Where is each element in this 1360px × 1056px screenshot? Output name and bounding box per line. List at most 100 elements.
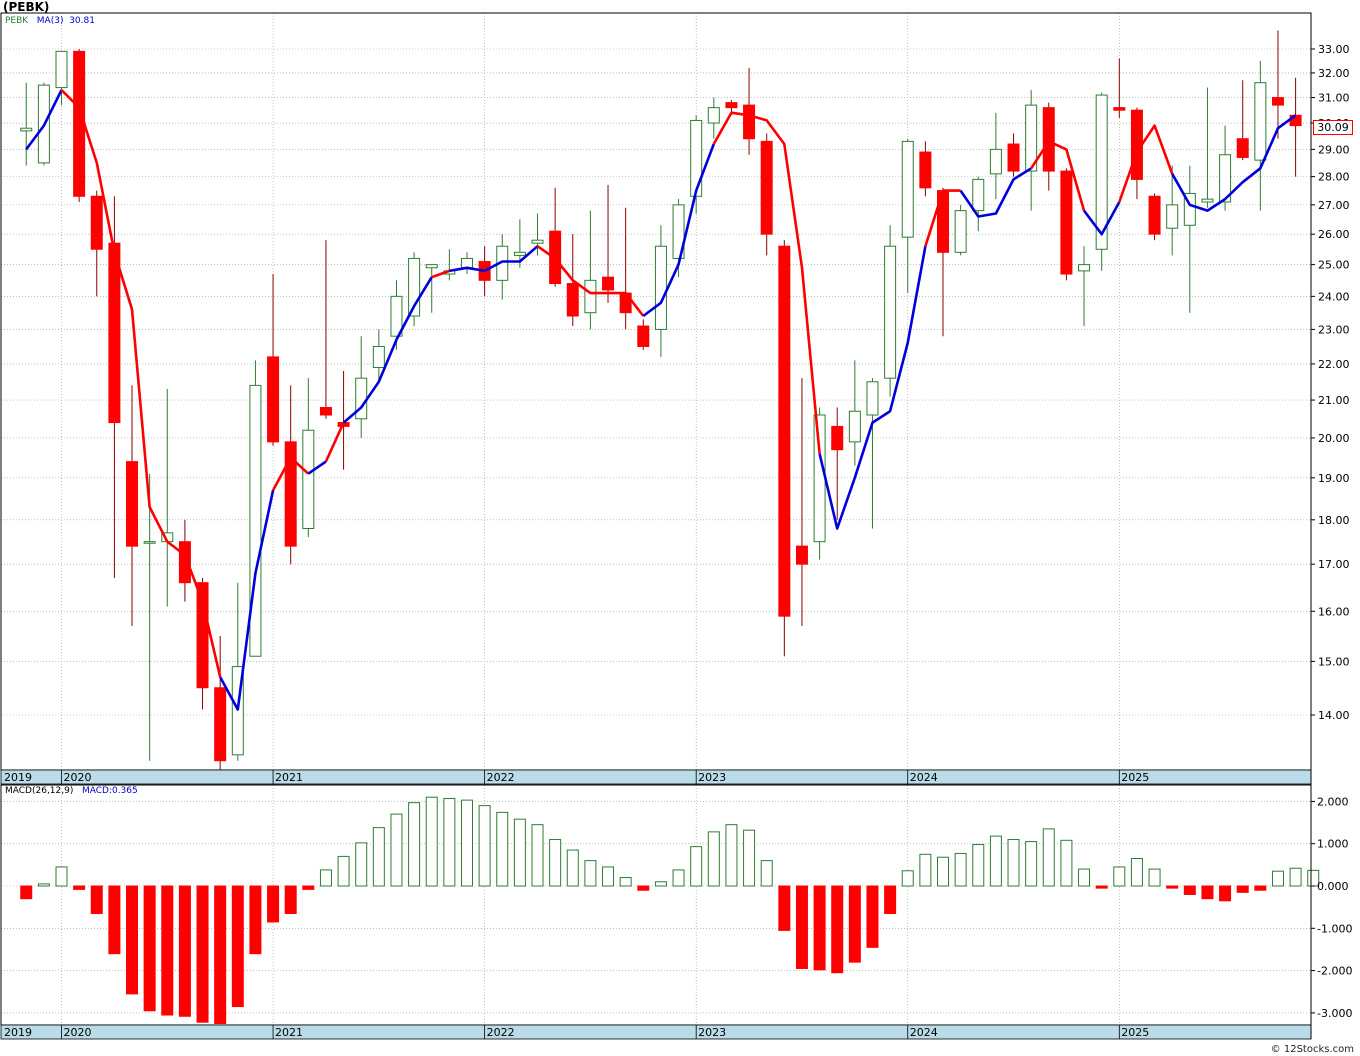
macd-bar-negative [302, 885, 315, 890]
ma-segment [60, 89, 222, 678]
legend-ma-value: 30.81 [69, 16, 95, 26]
ma-segment [271, 456, 310, 491]
candle-down [831, 425, 844, 451]
price-tick-label: 23.00 [1318, 323, 1350, 336]
macd-bar-positive [1025, 841, 1038, 887]
macd-bar-negative [795, 885, 808, 969]
panel-frames: 2019 2020 2021 2022 2023 2024 2025 2019 2020 2021… [0, 12, 1312, 1040]
ma-segment [818, 245, 927, 530]
macd-bar-negative [161, 885, 174, 1016]
ma-segment [536, 245, 645, 317]
x-tick-label: 2022 [487, 771, 515, 784]
candle-up [249, 384, 262, 657]
candle-down [1148, 195, 1161, 235]
macd-bar-positive [725, 824, 738, 887]
macd-date-band [0, 1024, 1312, 1040]
macd-bar-positive [408, 802, 421, 887]
macd-bar-positive [654, 881, 667, 887]
macd-bar-positive [390, 813, 403, 887]
ma-segment [1171, 114, 1297, 212]
ma-segment [342, 276, 433, 424]
candle-down [90, 195, 103, 250]
macd-tick-label: 0.000 [1317, 880, 1349, 893]
candle-up [707, 107, 720, 124]
macd-bar-positive [954, 852, 967, 887]
candle-up [1078, 264, 1091, 272]
ma-segment [1118, 124, 1174, 203]
price-tick-label: 26.00 [1318, 228, 1350, 241]
x-tick-label: 2021 [275, 771, 303, 784]
macd-bar-positive [602, 866, 615, 887]
candle-up [425, 264, 438, 269]
x-tick-label: 2020 [64, 1026, 92, 1039]
ma-segment [712, 111, 821, 454]
macd-bar-positive [743, 829, 756, 887]
macd-bar-positive [1130, 858, 1143, 887]
candle-down [108, 242, 121, 424]
candle-up [302, 429, 315, 529]
x-tick-label: 2022 [487, 1026, 515, 1039]
price-tick-label: 19.00 [1318, 472, 1350, 485]
price-tick-label: 15.00 [1318, 655, 1350, 668]
macd-bar-positive [37, 883, 50, 887]
last-price-badge: 30.09 [1313, 120, 1353, 135]
price-tick-label: 32.00 [1318, 67, 1350, 80]
macd-bar-negative [848, 885, 861, 963]
candle-up [989, 148, 1002, 175]
candle-up [1183, 192, 1196, 226]
macd-bar-negative [1166, 885, 1179, 889]
candle-up [1219, 154, 1232, 203]
macd-bar-positive [337, 855, 350, 887]
candle-down [1271, 97, 1284, 106]
macd-bar-negative [90, 885, 103, 914]
macd-tick-label: -2.000 [1317, 965, 1352, 978]
candle-down [919, 151, 932, 189]
macd-bar-positive [901, 870, 914, 887]
macd-bar-negative [267, 885, 280, 923]
macd-bar-negative [866, 885, 879, 948]
ma-segment [924, 189, 961, 247]
macd-bar-positive [919, 853, 932, 887]
price-tick-label: 31.00 [1318, 92, 1350, 105]
macd-bar-negative [813, 885, 826, 971]
macd-tick-label: -1.000 [1317, 922, 1352, 935]
macd-bar-positive [549, 838, 562, 887]
macd-bar-negative [126, 885, 139, 995]
candle-up [355, 377, 368, 420]
ma-segment [1030, 140, 1086, 211]
macd-legend-label: MACD(26,12,9) [5, 786, 74, 796]
macd-bar-positive [672, 869, 685, 887]
price-candles [20, 30, 1302, 773]
macd-bar-positive [584, 860, 597, 887]
macd-bar-positive [566, 849, 579, 887]
x-tick-label: 2025 [1121, 1026, 1149, 1039]
x-tick-label: 2025 [1121, 771, 1149, 784]
candle-up [143, 541, 156, 544]
candle-up [813, 414, 826, 543]
x-tick-label: 2023 [698, 771, 726, 784]
candle-down [602, 276, 615, 291]
price-tick-label: 22.00 [1318, 358, 1350, 371]
candle-up [954, 210, 967, 253]
ma-segment [219, 489, 275, 711]
macd-bar-positive [1060, 839, 1073, 887]
macd-bar-positive [972, 844, 985, 887]
x-tick-label: 2024 [910, 1026, 938, 1039]
candle-up [884, 245, 897, 379]
price-tick-label: 24.00 [1318, 290, 1350, 303]
macd-bar-negative [1201, 885, 1214, 900]
price-tick-label: 27.00 [1318, 199, 1350, 212]
legend-ma-label: MA(3) [36, 16, 64, 26]
macd-bar-positive [1078, 868, 1091, 887]
price-tick-label: 17.00 [1318, 558, 1350, 571]
macd-bar-negative [1219, 885, 1232, 902]
candle-down [1236, 138, 1249, 158]
price-tick-label: 29.00 [1318, 143, 1350, 156]
x-tick-label: 2023 [698, 1026, 726, 1039]
ma-segment [959, 167, 1032, 218]
ma-segment [642, 143, 716, 318]
candle-up [390, 295, 403, 337]
candle-up [866, 381, 879, 416]
macd-bar-negative [778, 885, 791, 931]
